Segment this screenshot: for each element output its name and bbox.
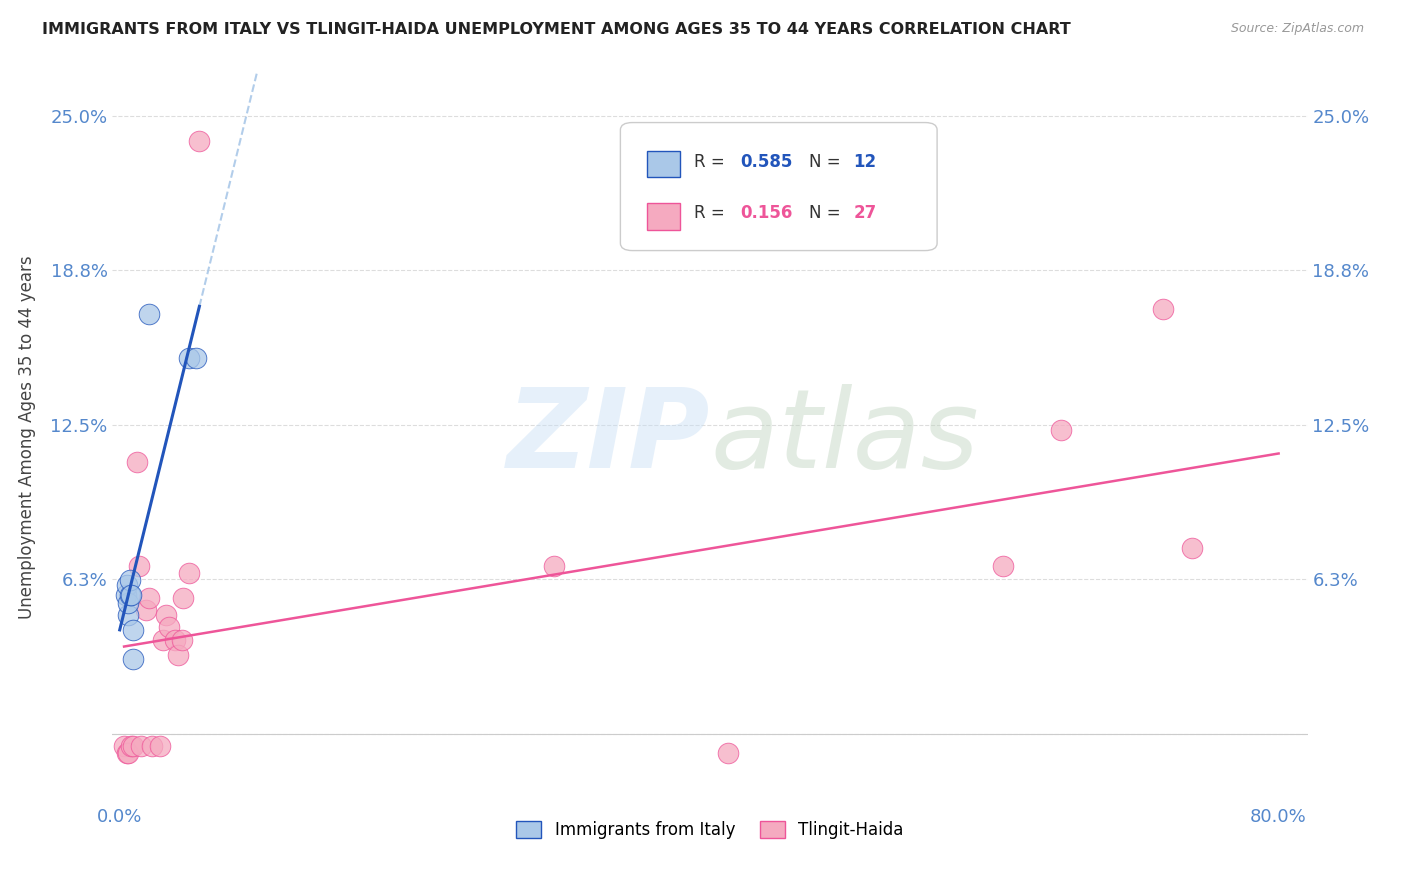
Point [1050, 423, 1073, 437]
Point [1181, 541, 1204, 556]
Text: 0.585: 0.585 [740, 153, 793, 170]
Point [1152, 301, 1174, 316]
Text: 27: 27 [853, 203, 877, 221]
Point [114, 588, 136, 602]
Point [163, 632, 186, 647]
Point [166, 648, 188, 662]
Point [138, 591, 160, 605]
Point [155, 607, 177, 622]
Point [115, 747, 138, 761]
Text: IMMIGRANTS FROM ITALY VS TLINGIT-HAIDA UNEMPLOYMENT AMONG AGES 35 TO 44 YEARS CO: IMMIGRANTS FROM ITALY VS TLINGIT-HAIDA U… [42, 22, 1071, 37]
Point [127, 455, 149, 469]
Point [117, 596, 139, 610]
Point [121, 739, 143, 753]
Legend: Immigrants from Italy, Tlingit-Haida: Immigrants from Italy, Tlingit-Haida [509, 814, 911, 846]
Point [993, 558, 1015, 573]
Point [115, 578, 138, 592]
Bar [647, 202, 681, 229]
Point [117, 607, 139, 622]
Text: R =: R = [695, 203, 731, 221]
FancyBboxPatch shape [620, 122, 938, 251]
Point [135, 603, 157, 617]
Point [138, 306, 160, 320]
Point [120, 739, 142, 753]
Text: 12: 12 [853, 153, 876, 170]
Point [188, 134, 211, 148]
Point [117, 747, 139, 761]
Point [121, 652, 143, 666]
Text: N =: N = [810, 153, 846, 170]
Point [186, 351, 208, 365]
Text: ZIP: ZIP [506, 384, 710, 491]
Point [152, 632, 174, 647]
Point [112, 739, 135, 753]
Point [179, 566, 201, 580]
Point [131, 739, 153, 753]
Bar [647, 151, 681, 178]
Point [120, 588, 142, 602]
Point [179, 351, 201, 365]
Point [170, 632, 193, 647]
Point [172, 591, 194, 605]
Text: Source: ZipAtlas.com: Source: ZipAtlas.com [1230, 22, 1364, 36]
Point [118, 574, 141, 588]
Point [717, 747, 740, 761]
Point [149, 739, 172, 753]
Point [157, 620, 180, 634]
Text: atlas: atlas [710, 384, 979, 491]
Text: N =: N = [810, 203, 846, 221]
Point [128, 558, 150, 573]
Text: 0.156: 0.156 [740, 203, 793, 221]
Point [118, 588, 141, 602]
Text: R =: R = [695, 153, 731, 170]
Point [543, 558, 565, 573]
Y-axis label: Unemployment Among Ages 35 to 44 years: Unemployment Among Ages 35 to 44 years [18, 255, 37, 619]
Point [121, 623, 143, 637]
Point [141, 739, 163, 753]
